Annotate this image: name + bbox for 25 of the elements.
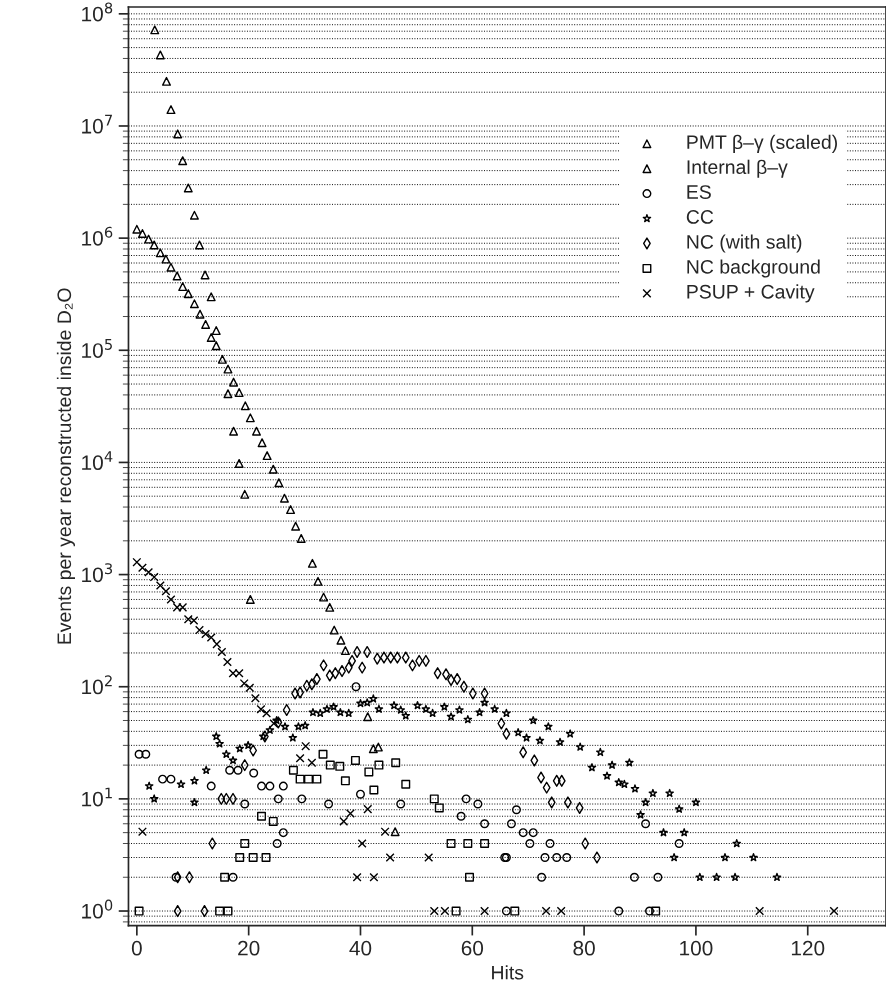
x-tick-label: 100 [680, 940, 713, 956]
y-tick-label: 10$^{5}$ [82, 339, 112, 358]
legend-label: PMT β–γ (scaled) [687, 134, 837, 153]
x-axis-title: Hits [492, 965, 524, 980]
legend-label: Internal β–γ [687, 159, 788, 178]
legend-label: PSUP + Cavity [687, 284, 815, 303]
x-tick-label: 0 [131, 940, 142, 956]
y-tick-label: 10$^{7}$ [82, 114, 112, 134]
y-tick-label: 10$^{1}$ [82, 787, 112, 807]
legend-label: ES [687, 185, 711, 199]
y-axis-title: Events per year reconstructed inside D₂O [56, 288, 75, 644]
y-tick-label: 10$^{2}$ [82, 675, 112, 695]
x-tick-label: 80 [573, 940, 595, 956]
y-tick-label: 10$^{3}$ [82, 563, 113, 583]
y-tick-label: 10$^{0}$ [82, 899, 113, 919]
x-tick-label: 120 [791, 940, 825, 956]
y-tick-label: 10$^{6}$ [82, 226, 113, 246]
legend-label: NC background [687, 259, 820, 278]
x-tick-label: 20 [238, 940, 260, 956]
legend-label: CC [686, 210, 714, 224]
x-tick-label: 60 [461, 940, 484, 956]
y-tick-label: 10$^{8}$ [82, 2, 113, 22]
x-tick-label: 40 [349, 940, 372, 956]
y-tick-label: 10$^{4}$ [82, 451, 113, 471]
legend-label: NC (with salt) [687, 234, 802, 253]
